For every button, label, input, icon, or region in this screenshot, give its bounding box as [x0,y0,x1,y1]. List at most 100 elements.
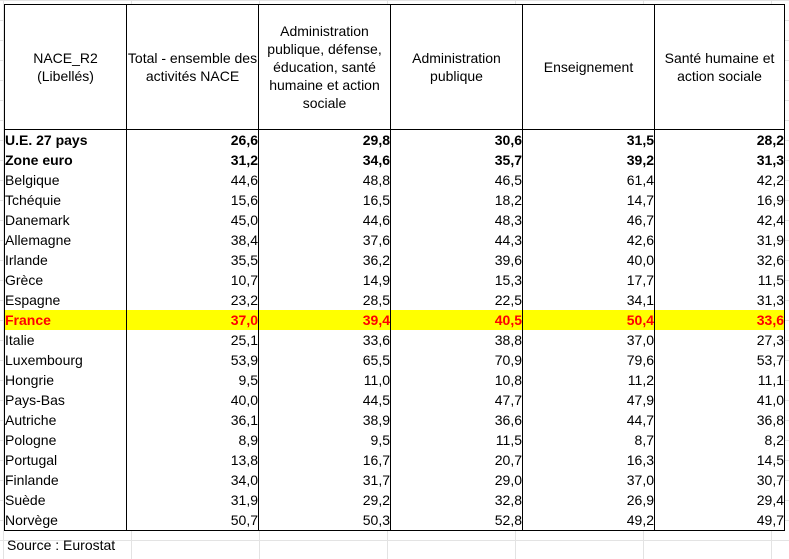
cell-value[interactable]: 53,7 [654,350,785,370]
cell-value[interactable]: 29,2 [258,490,391,510]
cell-value[interactable]: 37,0 [126,310,259,330]
cell-value[interactable]: 39,4 [258,310,391,330]
cell-value[interactable]: 42,4 [654,210,785,230]
cell-value[interactable]: 32,8 [390,490,523,510]
cell-value[interactable]: 14,5 [654,450,785,470]
cell-country-name[interactable]: Hongrie [4,370,127,390]
cell-value[interactable]: 17,7 [522,270,655,290]
cell-value[interactable]: 49,2 [522,510,655,531]
cell-value[interactable]: 39,2 [522,150,655,170]
cell-country-name[interactable]: Portugal [4,450,127,470]
cell-value[interactable]: 10,7 [126,270,259,290]
cell-value[interactable]: 65,5 [258,350,391,370]
cell-value[interactable]: 13,8 [126,450,259,470]
cell-value[interactable]: 46,7 [522,210,655,230]
cell-value[interactable]: 11,5 [654,270,785,290]
cell-value[interactable]: 11,1 [654,370,785,390]
cell-value[interactable]: 36,8 [654,410,785,430]
cell-value[interactable]: 44,5 [258,390,391,410]
cell-value[interactable]: 40,0 [126,390,259,410]
cell-value[interactable]: 37,6 [258,230,391,250]
cell-value[interactable]: 38,4 [126,230,259,250]
cell-value[interactable]: 16,3 [522,450,655,470]
cell-value[interactable]: 18,2 [390,190,523,210]
cell-value[interactable]: 16,5 [258,190,391,210]
cell-value[interactable]: 31,3 [654,150,785,170]
cell-value[interactable]: 14,9 [258,270,391,290]
cell-value[interactable]: 20,7 [390,450,523,470]
cell-value[interactable]: 36,6 [390,410,523,430]
cell-value[interactable]: 32,6 [654,250,785,270]
cell-country-name[interactable]: France [4,310,127,330]
cell-value[interactable]: 22,5 [390,290,523,310]
cell-value[interactable]: 34,1 [522,290,655,310]
cell-value[interactable]: 35,7 [390,150,523,170]
cell-value[interactable]: 37,0 [522,470,655,490]
cell-value[interactable]: 50,4 [522,310,655,330]
cell-value[interactable]: 8,9 [126,430,259,450]
cell-value[interactable]: 28,5 [258,290,391,310]
cell-country-name[interactable]: Norvège [4,510,127,531]
cell-value[interactable]: 47,9 [522,390,655,410]
cell-value[interactable]: 9,5 [126,370,259,390]
cell-value[interactable]: 23,2 [126,290,259,310]
cell-value[interactable]: 61,4 [522,170,655,190]
cell-country-name[interactable]: Allemagne [4,230,127,250]
cell-country-name[interactable]: Tchéquie [4,190,127,210]
cell-value[interactable]: 50,3 [258,510,391,531]
cell-value[interactable]: 31,9 [654,230,785,250]
cell-value[interactable]: 53,9 [126,350,259,370]
cell-value[interactable]: 25,1 [126,330,259,350]
cell-value[interactable]: 36,1 [126,410,259,430]
cell-value[interactable]: 79,6 [522,350,655,370]
column-header-nace[interactable]: NACE_R2 (Libellés) [4,4,127,130]
column-header-total[interactable]: Total - ensemble des activités NACE [126,4,259,130]
cell-value[interactable]: 11,2 [522,370,655,390]
cell-value[interactable]: 10,8 [390,370,523,390]
cell-value[interactable]: 29,8 [258,129,391,150]
cell-country-name[interactable]: Pays-Bas [4,390,127,410]
cell-country-name[interactable]: Danemark [4,210,127,230]
cell-country-name[interactable]: Italie [4,330,127,350]
cell-value[interactable]: 42,6 [522,230,655,250]
cell-value[interactable]: 29,4 [654,490,785,510]
cell-value[interactable]: 31,9 [126,490,259,510]
cell-country-name[interactable]: Espagne [4,290,127,310]
column-header-admin-defense-education-health[interactable]: Administration publique, défense, éducat… [258,4,391,130]
cell-value[interactable]: 16,9 [654,190,785,210]
cell-value[interactable]: 36,2 [258,250,391,270]
cell-value[interactable]: 27,3 [654,330,785,350]
cell-country-name[interactable]: Luxembourg [4,350,127,370]
cell-value[interactable]: 8,2 [654,430,785,450]
cell-value[interactable]: 52,8 [390,510,523,531]
cell-value[interactable]: 31,3 [654,290,785,310]
cell-value[interactable]: 37,0 [522,330,655,350]
cell-country-name[interactable]: Autriche [4,410,127,430]
cell-value[interactable]: 31,2 [126,150,259,170]
cell-country-name[interactable]: Pologne [4,430,127,450]
cell-value[interactable]: 34,0 [126,470,259,490]
cell-country-name[interactable]: Belgique [4,170,127,190]
cell-value[interactable]: 16,7 [258,450,391,470]
cell-value[interactable]: 44,7 [522,410,655,430]
cell-value[interactable]: 41,0 [654,390,785,410]
cell-value[interactable]: 29,0 [390,470,523,490]
column-header-admin-publique[interactable]: Administration publique [390,4,523,130]
cell-value[interactable]: 70,9 [390,350,523,370]
cell-value[interactable]: 31,7 [258,470,391,490]
cell-value[interactable]: 8,7 [522,430,655,450]
column-header-sante-action-sociale[interactable]: Santé humaine et action sociale [654,4,785,130]
cell-country-name[interactable]: Grèce [4,270,127,290]
cell-value[interactable]: 47,7 [390,390,523,410]
cell-value[interactable]: 40,0 [522,250,655,270]
cell-value[interactable]: 35,5 [126,250,259,270]
cell-value[interactable]: 15,3 [390,270,523,290]
cell-value[interactable]: 26,9 [522,490,655,510]
cell-value[interactable]: 44,6 [126,170,259,190]
cell-value[interactable]: 44,3 [390,230,523,250]
cell-value[interactable]: 44,6 [258,210,391,230]
cell-value[interactable]: 33,6 [654,310,785,330]
cell-value[interactable]: 38,8 [390,330,523,350]
cell-value[interactable]: 30,6 [390,129,523,150]
cell-country-name[interactable]: Finlande [4,470,127,490]
